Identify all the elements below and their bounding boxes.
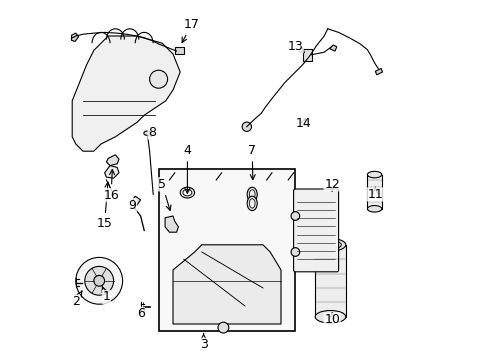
Circle shape — [242, 122, 251, 131]
Text: 4: 4 — [183, 144, 191, 193]
Circle shape — [149, 70, 168, 88]
Ellipse shape — [368, 171, 382, 178]
Bar — [368, 175, 382, 209]
Polygon shape — [330, 45, 337, 51]
Polygon shape — [165, 216, 178, 232]
Circle shape — [291, 212, 300, 220]
Circle shape — [218, 322, 229, 333]
Circle shape — [76, 257, 122, 304]
Text: 5: 5 — [158, 178, 171, 210]
Ellipse shape — [247, 187, 257, 202]
Bar — [159, 169, 295, 331]
Text: 3: 3 — [199, 334, 208, 351]
FancyBboxPatch shape — [294, 189, 339, 272]
Circle shape — [94, 275, 104, 286]
Text: 13: 13 — [288, 40, 304, 53]
Text: 9: 9 — [129, 199, 137, 212]
Text: 14: 14 — [295, 117, 311, 130]
Text: 6: 6 — [137, 307, 145, 320]
Text: 12: 12 — [324, 178, 340, 192]
Ellipse shape — [183, 189, 192, 196]
Ellipse shape — [247, 196, 257, 211]
Bar — [315, 245, 346, 317]
Polygon shape — [72, 36, 180, 151]
Circle shape — [291, 248, 300, 256]
Polygon shape — [132, 196, 141, 205]
Ellipse shape — [180, 187, 195, 198]
Ellipse shape — [315, 238, 346, 251]
Ellipse shape — [319, 240, 342, 249]
Circle shape — [85, 266, 114, 295]
Text: 16: 16 — [103, 170, 119, 202]
Text: 15: 15 — [97, 182, 113, 230]
Polygon shape — [72, 33, 79, 41]
Ellipse shape — [249, 199, 255, 208]
Text: 8: 8 — [148, 126, 156, 139]
Text: 1: 1 — [102, 286, 110, 303]
Text: 2: 2 — [72, 291, 82, 308]
Text: 10: 10 — [324, 312, 340, 326]
Ellipse shape — [315, 310, 346, 323]
Bar — [303, 49, 312, 61]
Polygon shape — [104, 166, 119, 178]
Ellipse shape — [249, 190, 255, 199]
Ellipse shape — [144, 131, 150, 135]
Ellipse shape — [368, 206, 382, 212]
Text: 7: 7 — [248, 144, 256, 180]
Polygon shape — [106, 155, 119, 166]
Polygon shape — [173, 245, 281, 324]
Polygon shape — [375, 68, 383, 75]
Bar — [175, 47, 184, 54]
Text: 17: 17 — [182, 18, 199, 42]
Text: 11: 11 — [368, 187, 383, 201]
